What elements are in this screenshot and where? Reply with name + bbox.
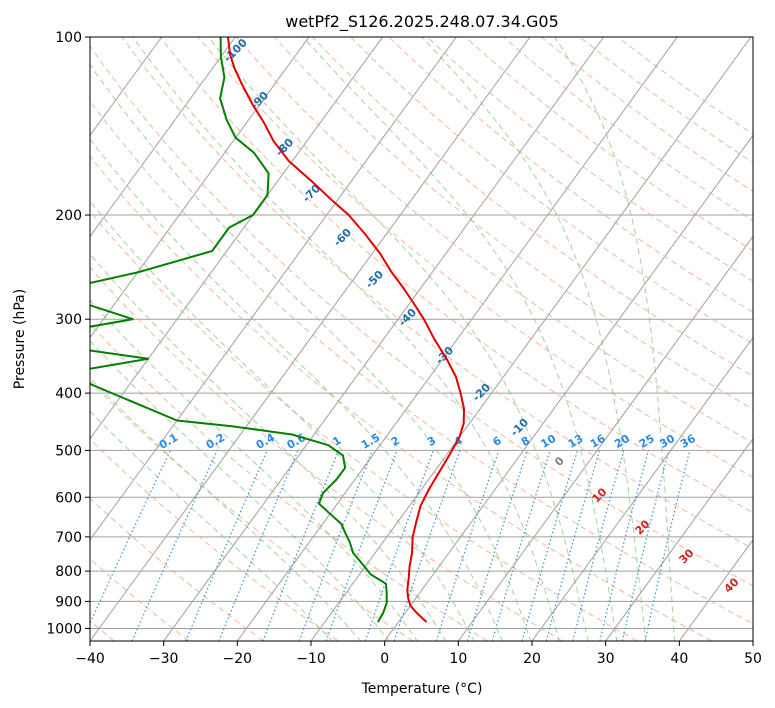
dry-adiabat xyxy=(274,37,753,410)
moist-adiabat xyxy=(302,37,618,641)
isotherm-line xyxy=(384,134,753,641)
isotherm-line xyxy=(90,37,384,440)
isotherm-line xyxy=(90,37,531,641)
y-tick-label: 300 xyxy=(55,312,82,328)
mixing-ratio-line xyxy=(393,450,461,641)
x-axis-label: Temperature (°C) xyxy=(361,681,483,697)
moist-adiabat xyxy=(90,253,447,641)
moist-adiabat xyxy=(90,138,503,641)
dry-adiabat xyxy=(90,45,753,587)
dewpoint-line xyxy=(90,37,388,623)
dry-adiabat xyxy=(159,37,753,514)
x-tick-label: 10 xyxy=(449,651,467,667)
moist-adiabat xyxy=(132,37,560,641)
mixing-ratio-line xyxy=(572,450,625,641)
temperature-line xyxy=(227,37,465,623)
mixing-ratio-line xyxy=(185,450,268,641)
dry-adiabat xyxy=(90,100,753,625)
moist-adiabat xyxy=(207,37,589,641)
x-tick-label: −20 xyxy=(223,651,253,667)
dry-adiabat xyxy=(90,155,712,641)
moist-adiabat xyxy=(90,340,390,641)
profile-lines xyxy=(90,37,465,623)
moist-adiabat xyxy=(90,376,362,641)
isotherm-line xyxy=(236,37,678,641)
mixing-ratio-line xyxy=(621,450,670,641)
y-tick-label: 400 xyxy=(55,386,82,402)
dry-adiabat xyxy=(235,37,753,444)
isotherm-line xyxy=(163,37,605,641)
x-tick-label: −40 xyxy=(75,651,105,667)
moist-adiabat xyxy=(90,410,333,641)
y-tick-label: 1000 xyxy=(46,621,82,637)
mixing-ratio-line xyxy=(218,450,299,641)
y-tick-label: 100 xyxy=(55,30,82,46)
x-tick-label: −10 xyxy=(296,651,326,667)
dry-adiabat xyxy=(121,37,753,550)
isotherm-line xyxy=(605,437,753,641)
moist-adiabat xyxy=(90,200,475,641)
y-tick-label: 900 xyxy=(55,594,82,610)
y-axis-label: Pressure (hPa) xyxy=(12,289,28,389)
plot-frame xyxy=(89,36,754,642)
moist-adiabat xyxy=(90,299,418,641)
mixing-ratio-line xyxy=(491,450,551,641)
isotherm-line xyxy=(90,37,457,541)
x-tick-label: 50 xyxy=(744,651,762,667)
dry-adiabat xyxy=(312,37,753,377)
dry-adiabat xyxy=(90,210,638,641)
isotherm-line xyxy=(90,37,236,238)
dry-adiabat xyxy=(90,323,488,641)
mixing-ratio-line xyxy=(521,450,578,641)
mixing-ratio-line xyxy=(599,450,650,641)
mixing-ratio-line xyxy=(435,450,500,641)
mixing-ratio-line xyxy=(364,450,434,641)
y-tick-label: 800 xyxy=(55,564,82,580)
x-tick-label: 0 xyxy=(380,651,389,667)
dry-adiabat xyxy=(426,37,753,282)
x-tick-label: 30 xyxy=(597,651,615,667)
y-tick-label: 200 xyxy=(55,208,82,224)
mixing-ratio-line xyxy=(545,450,601,641)
mixing-ratio-line xyxy=(298,450,373,641)
x-tick-label: 40 xyxy=(670,651,688,667)
isotherm-line xyxy=(457,235,753,641)
chart-title: wetPf2_S126.2025.248.07.34.G05 xyxy=(285,12,559,32)
mixing-ratio-line xyxy=(131,450,218,641)
x-tick-label: 20 xyxy=(523,651,541,667)
dry-adiabat xyxy=(197,37,753,478)
mixing-ratio-line xyxy=(325,450,398,641)
mixing-ratio-line xyxy=(466,450,528,641)
moist-adiabat xyxy=(90,63,532,641)
y-tick-label: 600 xyxy=(55,490,82,506)
y-tick-label: 700 xyxy=(55,530,82,546)
mixing-ratio-line xyxy=(262,450,340,641)
y-tick-label: 500 xyxy=(55,443,82,459)
moist-adiabat xyxy=(554,37,676,641)
x-tick-label: −30 xyxy=(149,651,179,667)
axis-ticks: −40 −30 −20 −10 0 10 20 30 40 50 100 200 300 400 500 60… xyxy=(46,30,762,667)
moist-adiabat xyxy=(421,37,647,641)
isotherm-line xyxy=(531,336,753,641)
